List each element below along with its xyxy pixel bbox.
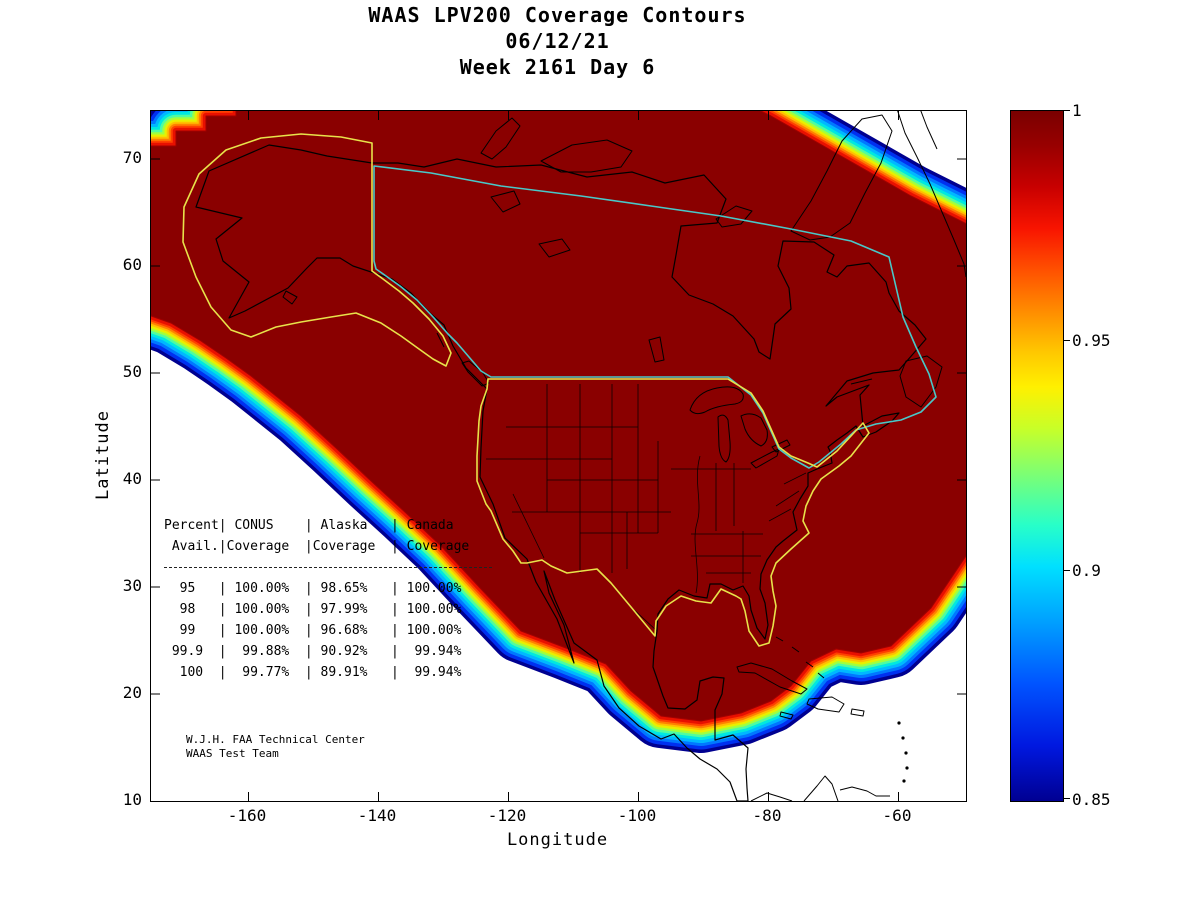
colorbar-tick: [1063, 110, 1070, 111]
canada-region-boundary: [373, 165, 937, 469]
x-tick-label: -60: [882, 806, 912, 825]
state-borders: [486, 384, 807, 632]
colorbar-tick-label: 1: [1072, 101, 1082, 120]
title-line-1: WAAS LPV200 Coverage Contours: [368, 3, 747, 27]
title-line-3: Week 2161 Day 6: [459, 55, 656, 79]
table-header-line: Avail.|Coverage |Coverage | Coverage: [164, 539, 470, 554]
colorbar-tick-label: 0.95: [1072, 331, 1111, 350]
x-tick-label: -100: [617, 806, 657, 825]
y-tick-label: 50: [122, 362, 142, 381]
small-islands: [897, 721, 909, 783]
colorbar-tick: [1063, 798, 1070, 799]
table-row-line: 99 | 100.00% | 96.68% | 100.00%: [164, 623, 462, 638]
colorbar-tick: [1063, 340, 1070, 341]
figure-title: WAAS LPV200 Coverage Contours 06/12/21 W…: [150, 2, 965, 80]
x-tick-label: -120: [487, 806, 527, 825]
y-tick-label: 60: [122, 255, 142, 274]
table-row-line: 98 | 100.00% | 97.99% | 100.00%: [164, 602, 462, 617]
credit-text: W.J.H. FAA Technical Center WAAS Test Te…: [186, 733, 365, 761]
x-tick-label: -160: [227, 806, 267, 825]
conus-region-boundary: [476, 378, 870, 647]
y-tick-label: 10: [122, 790, 142, 809]
colorbar-tick-label: 0.9: [1072, 561, 1101, 580]
y-tick-label: 40: [122, 469, 142, 488]
x-tick-label: -140: [357, 806, 397, 825]
y-tick-label: 30: [122, 576, 142, 595]
table-divider: [164, 567, 492, 568]
table-row-line: 95 | 100.00% | 98.65% | 100.00%: [164, 581, 462, 596]
y-tick-label: 20: [122, 683, 142, 702]
y-axis-label: Latitude: [93, 410, 113, 500]
credit-line-1: W.J.H. FAA Technical Center: [186, 733, 365, 746]
table-header-line: Percent| CONUS | Alaska | Canada: [164, 518, 454, 533]
coastline-outlines: [195, 111, 966, 801]
colorbar-tick-label: 0.85: [1072, 790, 1111, 809]
alaska-region-boundary: [182, 133, 452, 367]
contour-map-svg: [151, 111, 966, 801]
title-line-2: 06/12/21: [505, 29, 610, 53]
plot-area: Percent| CONUS | Alaska | Canada Avail.|…: [150, 110, 967, 802]
colorbar: [1010, 110, 1064, 802]
credit-line-2: WAAS Test Team: [186, 747, 279, 760]
axis-ticks: [151, 111, 966, 801]
y-tick-label: 70: [122, 148, 142, 167]
colorbar-tick: [1063, 570, 1070, 571]
x-axis-label: Longitude: [506, 830, 609, 850]
x-tick-label: -80: [752, 806, 782, 825]
coverage-table: Percent| CONUS | Alaska | Canada Avail.|…: [164, 515, 492, 683]
table-row-line: 100 | 99.77% | 89.91% | 99.94%: [164, 665, 462, 680]
table-row-line: 99.9 | 99.88% | 90.92% | 99.94%: [164, 644, 462, 659]
